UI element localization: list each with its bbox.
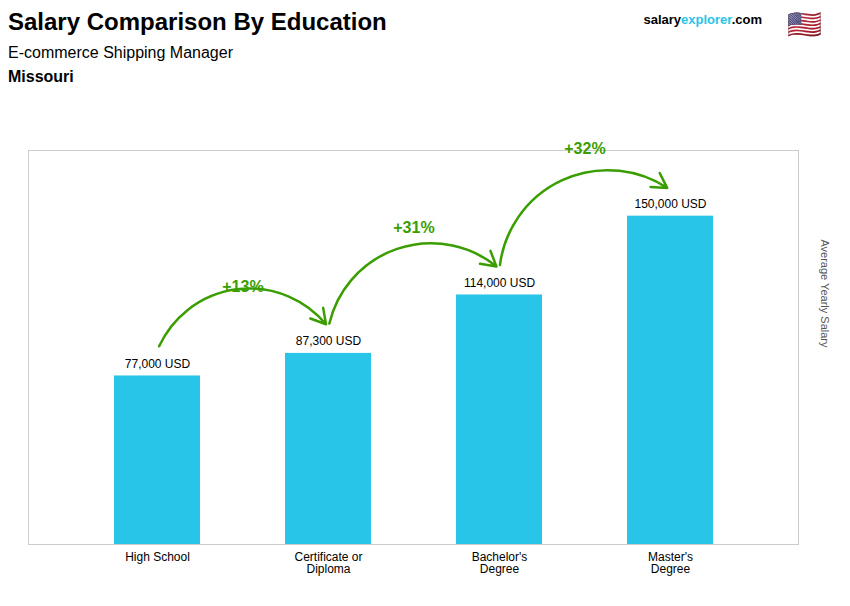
svg-text:Certificate orDiploma: Certificate orDiploma bbox=[294, 550, 362, 576]
svg-text:77,000 USD: 77,000 USD bbox=[125, 357, 191, 371]
svg-text:Bachelor'sDegree: Bachelor'sDegree bbox=[472, 550, 528, 576]
svg-text:87,300 USD: 87,300 USD bbox=[296, 334, 362, 348]
svg-text:114,000 USD: 114,000 USD bbox=[464, 276, 535, 290]
svg-text:High School: High School bbox=[125, 550, 190, 564]
html-text:salary explorer.com: salary explorer.com bbox=[643, 12, 762, 27]
svg-text:+13%: +13% bbox=[222, 278, 263, 295]
svg-text:+32%: +32% bbox=[564, 140, 605, 157]
svg-text:150,000 USD: 150,000 USD bbox=[634, 197, 706, 211]
html-text:Salary Comparison By Education: Salary Comparison By Education bbox=[8, 8, 387, 35]
svg-text:Average Yearly Salary: Average Yearly Salary bbox=[819, 239, 831, 348]
svg-text:Master'sDegree: Master'sDegree bbox=[648, 550, 693, 576]
svg-text:+31%: +31% bbox=[393, 219, 434, 236]
html-text:Missouri: Missouri bbox=[8, 68, 74, 85]
html-text:E-commerce Shipping Manager: E-commerce Shipping Manager bbox=[8, 44, 233, 61]
